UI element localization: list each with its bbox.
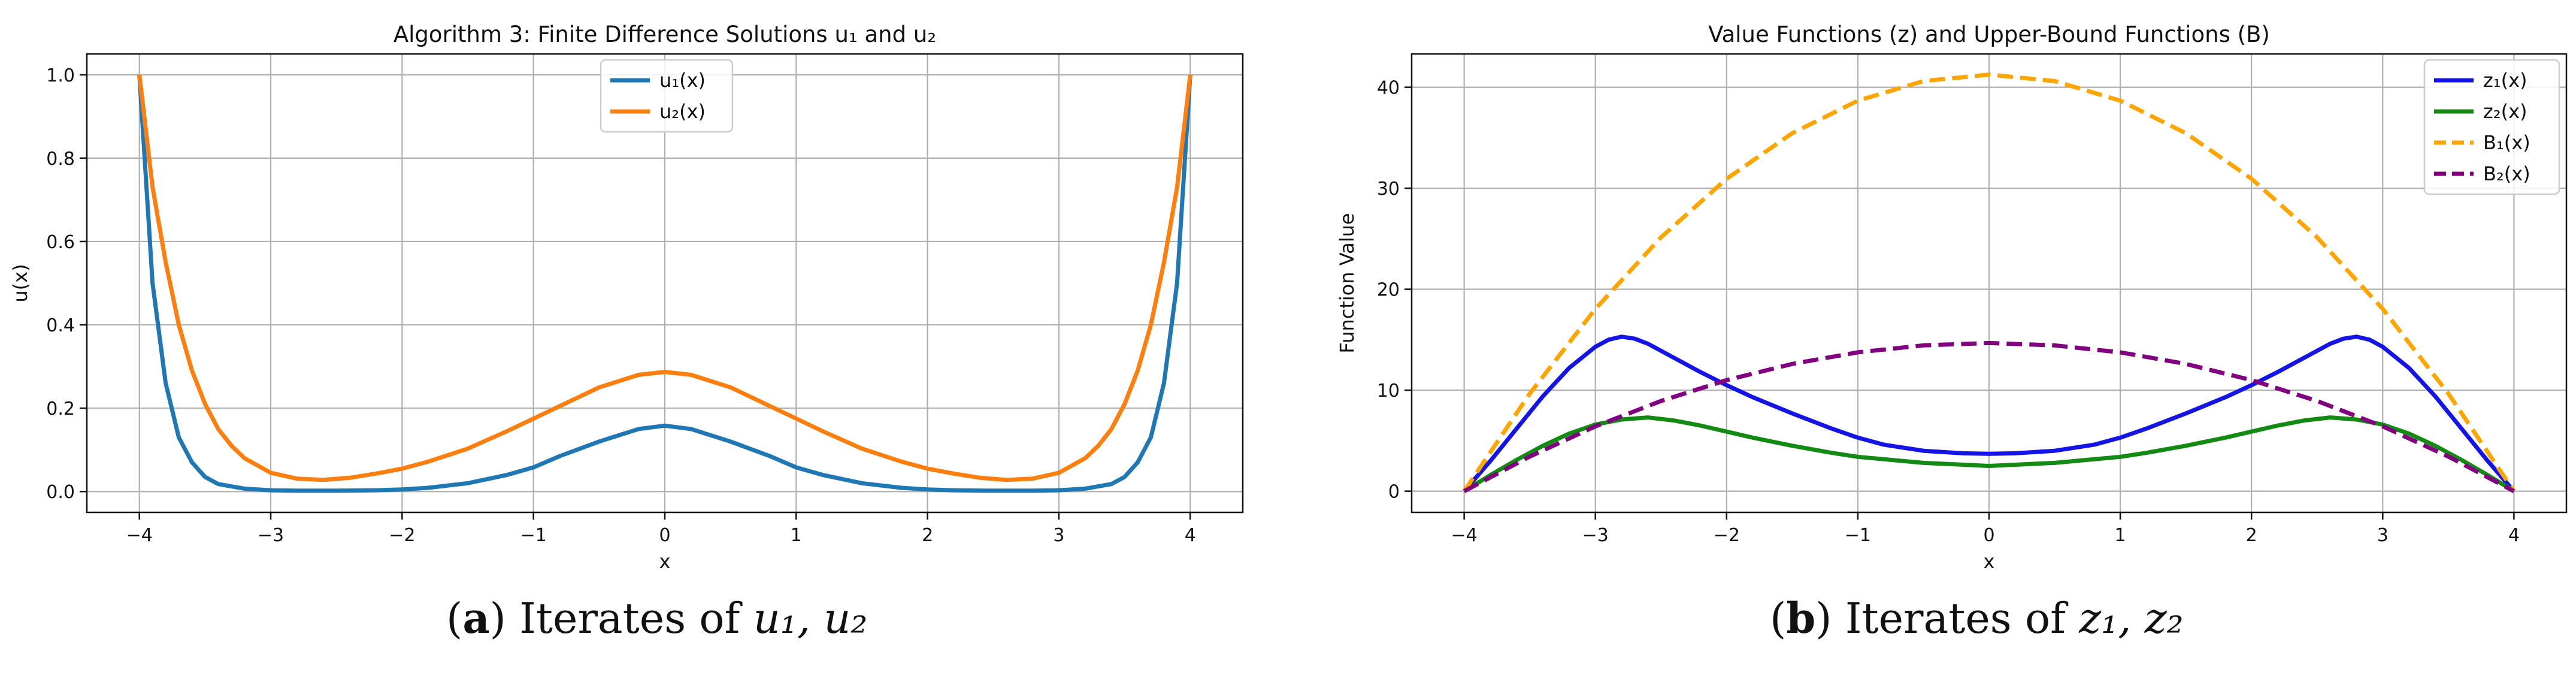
- caption-b-math: z₁, z₂: [2079, 594, 2184, 643]
- chart-b-ytick-label: 30: [1377, 179, 1400, 200]
- chart-b-ytick-label: 10: [1377, 381, 1400, 402]
- chart-b-series-0: [1462, 334, 2516, 493]
- chart-b-xtick-label: 4: [2508, 525, 2520, 546]
- chart-b-xlabel: x: [1984, 550, 1995, 573]
- caption-b: (b) Iterates of z₁, z₂: [1770, 593, 2184, 643]
- chart-a-xlabel: x: [659, 550, 671, 573]
- chart-a-xtick-label: 0: [659, 525, 670, 546]
- chart-a-legend: [600, 59, 734, 133]
- chart-b-xtick-label: 3: [2377, 525, 2389, 546]
- chart-b-xtick-label: 2: [2246, 525, 2257, 546]
- caption-b-letter: b: [1786, 593, 1816, 643]
- chart-b-series-3: [1463, 340, 2516, 493]
- chart-b-xtick-label: −1: [1845, 525, 1871, 546]
- chart-a-legend-label: u₁(x): [659, 69, 706, 92]
- chart-a-xtick-label: 1: [791, 525, 802, 546]
- caption-a: (a) Iterates of u₁, u₂: [446, 593, 868, 643]
- chart-a-ytick-label: 0.8: [46, 149, 75, 170]
- chart-b-xtick-label: −3: [1582, 525, 1609, 546]
- chart-a-xtick-label: −2: [389, 525, 415, 546]
- chart-a-series-0: [137, 74, 1192, 493]
- chart-b-ytick-label: 40: [1377, 78, 1400, 99]
- chart-b-xtick-label: −4: [1451, 525, 1478, 546]
- chart-a-ytick-label: 0.2: [46, 399, 75, 420]
- chart-a-series-1: [137, 74, 1192, 482]
- caption-b-text: Iterates of: [1845, 594, 2066, 643]
- chart-a-ytick-label: 0.4: [46, 315, 75, 336]
- chart-a-xtick-label: −3: [258, 525, 284, 546]
- chart-a-xtick-label: −1: [520, 525, 547, 546]
- chart-b-series-2: [1462, 73, 2516, 493]
- caption-a-math: u₁, u₂: [753, 594, 868, 643]
- chart-a: −4 −3 −2 −1 0 1 2 3 4 0.0 0.2 0.4 0.6 0.8 1.0 Algorithm…: [9, 22, 1244, 573]
- chart-b-legend: [2423, 59, 2560, 195]
- chart-b-ylabel: Function Value: [1336, 213, 1358, 353]
- chart-b-xtick-label: 0: [1983, 525, 1994, 546]
- chart-b-legend-label: z₂(x): [2483, 100, 2527, 123]
- chart-b-title: Value Functions (z) and Upper-Bound Func…: [1708, 22, 2270, 47]
- chart-a-ylabel: u(x): [9, 264, 32, 302]
- chart-b-legend-label: B₂(x): [2483, 162, 2530, 185]
- chart-a-xtick-label: 2: [922, 525, 933, 546]
- chart-a-title: Algorithm 3: Finite Difference Solutions…: [393, 22, 936, 47]
- chart-b-legend-label: z₁(x): [2483, 69, 2527, 92]
- chart-b-ytick-label: 20: [1377, 280, 1400, 301]
- chart-a-xtick-label: 3: [1053, 525, 1064, 546]
- chart-a-ytick-label: 1.0: [46, 65, 75, 86]
- chart-b-xtick-label: −2: [1714, 525, 1740, 546]
- caption-a-letter: a: [462, 593, 490, 643]
- chart-b-ytick-label: 0: [1388, 482, 1400, 503]
- chart-b-legend-label: B₁(x): [2483, 131, 2530, 154]
- chart-a-ytick-label: 0.6: [46, 232, 75, 253]
- chart-a-xtick-label: 4: [1185, 525, 1196, 546]
- caption-a-text: Iterates of: [519, 594, 740, 643]
- chart-a-xtick-label: −4: [126, 525, 153, 546]
- chart-a-ytick-label: 0.0: [46, 482, 75, 503]
- chart-a-legend-label: u₂(x): [659, 100, 706, 123]
- chart-b-xtick-label: 1: [2115, 525, 2126, 546]
